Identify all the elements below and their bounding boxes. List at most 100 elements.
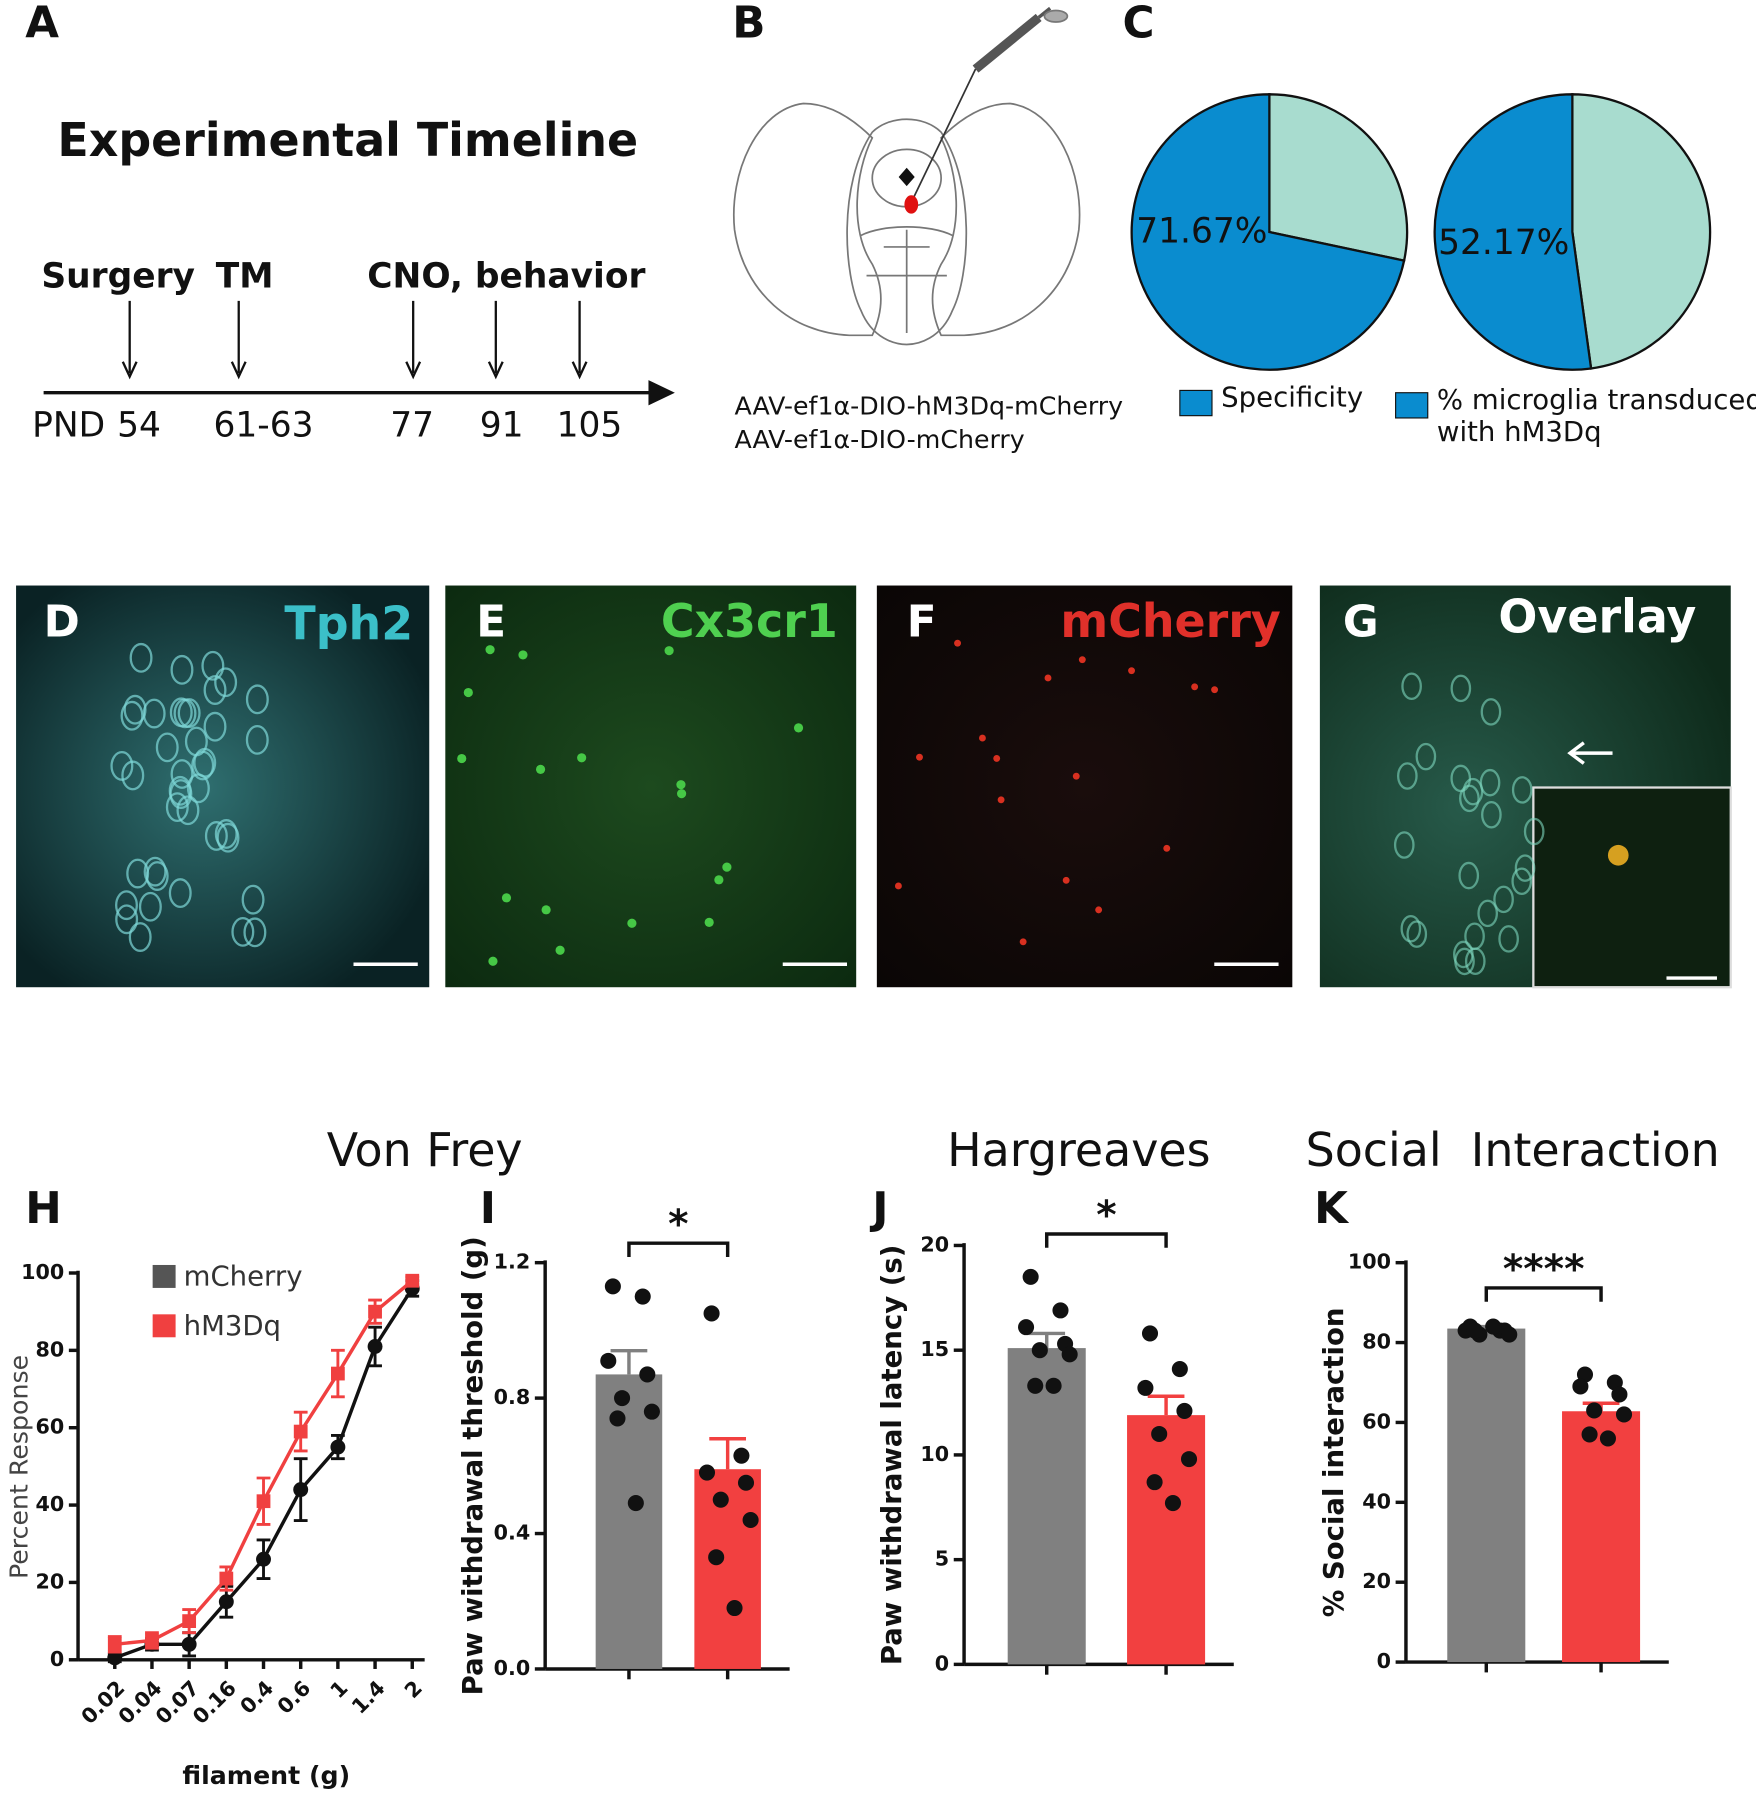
cell — [979, 734, 986, 742]
cell — [1607, 844, 1629, 866]
cell — [916, 753, 923, 761]
significance-label: * — [1096, 1193, 1116, 1238]
cell — [664, 646, 674, 656]
error-bar — [1147, 1394, 1185, 1416]
bar — [1447, 1328, 1526, 1663]
marker — [107, 1650, 123, 1666]
legend-swatch — [152, 1314, 176, 1338]
cell — [541, 905, 551, 915]
timeline: Experimental Timeline Surgery TM CNO, be… — [32, 113, 675, 446]
pie-slice — [1268, 93, 1409, 262]
cell — [1211, 686, 1219, 694]
marker — [145, 1633, 159, 1648]
cell — [243, 917, 267, 948]
cell — [170, 654, 194, 685]
data-point — [1180, 1451, 1198, 1468]
marker — [367, 1339, 383, 1354]
data-point — [643, 1403, 660, 1420]
cell — [1415, 742, 1437, 771]
panel-label: F — [907, 598, 937, 648]
cell — [488, 956, 498, 966]
cell — [168, 775, 192, 806]
error-bar — [709, 1437, 747, 1470]
data-point — [726, 1599, 743, 1617]
image-mcherry — [876, 585, 1293, 988]
channel-label: Tph2 — [284, 596, 413, 650]
cell — [115, 904, 139, 935]
y-tick-label: 15 — [920, 1337, 949, 1361]
day-label: 77 — [390, 406, 434, 446]
legend-swatch — [1179, 389, 1213, 417]
value-label: 71.67% — [1136, 212, 1267, 252]
bar — [1562, 1411, 1641, 1663]
cell — [170, 759, 194, 789]
data-point — [1164, 1495, 1181, 1512]
axis-label: PND — [32, 406, 105, 446]
cell — [1450, 674, 1472, 703]
cell — [241, 884, 265, 915]
cell — [176, 795, 200, 826]
y-tick-label: 60 — [1362, 1409, 1391, 1433]
cell — [485, 645, 495, 655]
section-title: Social Interaction — [1306, 1123, 1720, 1177]
scale-bars — [353, 962, 1717, 980]
marker — [219, 1571, 234, 1586]
y-tick-label: 0.4 — [494, 1521, 531, 1545]
panel-label: G — [1343, 598, 1379, 648]
cell — [165, 792, 189, 823]
data-point — [1581, 1426, 1598, 1443]
cell — [714, 875, 724, 885]
construct-label: AAV-ef1α-DIO-hM3Dq-mCherry — [735, 392, 1124, 421]
value-label: 52.17% — [1438, 223, 1569, 263]
marker — [331, 1366, 345, 1381]
x-tick-label: 1.4 — [347, 1676, 390, 1719]
cell — [1191, 683, 1199, 691]
cell — [245, 684, 269, 715]
marker — [218, 1594, 234, 1610]
y-tick-label: 20 — [36, 1569, 65, 1593]
event-label: CNO, behavior — [367, 256, 645, 296]
data-point — [614, 1390, 631, 1407]
cell — [1128, 667, 1135, 675]
panel-label: H — [25, 1184, 62, 1234]
series-line — [114, 1287, 414, 1660]
cell — [203, 675, 227, 705]
cell — [1072, 772, 1080, 780]
data-point — [1052, 1302, 1069, 1319]
y-axis-label: % Social interaction — [1318, 1308, 1350, 1618]
y-tick-label: 0 — [50, 1647, 64, 1671]
cell — [201, 650, 225, 681]
y-tick-label: 0 — [1377, 1649, 1391, 1673]
data-point — [600, 1352, 617, 1369]
day-label: 91 — [480, 406, 524, 446]
y-tick-label: 1.2 — [494, 1250, 531, 1274]
y-tick-label: 80 — [1362, 1330, 1391, 1354]
data-point — [1485, 1318, 1502, 1335]
legend-label: mCherry — [184, 1261, 303, 1293]
significance-bracket — [627, 1241, 730, 1257]
y-axis-label: Paw withdrawal threshold (g) — [457, 1236, 489, 1695]
cell — [993, 754, 1001, 762]
y-axis-label: Percent Response — [5, 1355, 34, 1579]
cell — [1479, 768, 1501, 797]
data-point — [737, 1474, 755, 1491]
day-label: 61-63 — [213, 406, 313, 446]
cell — [1493, 885, 1514, 914]
cell — [203, 711, 227, 742]
y-tick-label: 0.0 — [494, 1656, 531, 1680]
channel-label: Overlay — [1498, 589, 1696, 643]
day-label: 105 — [557, 406, 623, 446]
construct-label: AAV-ef1α-DIO-mCherry — [735, 425, 1025, 454]
cell — [1480, 698, 1502, 726]
data-point — [1022, 1268, 1039, 1285]
timeline-title: Experimental Timeline — [57, 113, 638, 167]
cell — [1078, 656, 1086, 664]
panel-label: A — [25, 0, 59, 48]
cell — [1401, 672, 1422, 701]
y-tick-label: 0 — [935, 1651, 949, 1675]
pie-slice — [1571, 93, 1712, 370]
image-cx3cr1 — [445, 585, 857, 988]
data-point — [1501, 1326, 1518, 1343]
bar — [595, 1374, 663, 1669]
cell — [1462, 777, 1484, 806]
